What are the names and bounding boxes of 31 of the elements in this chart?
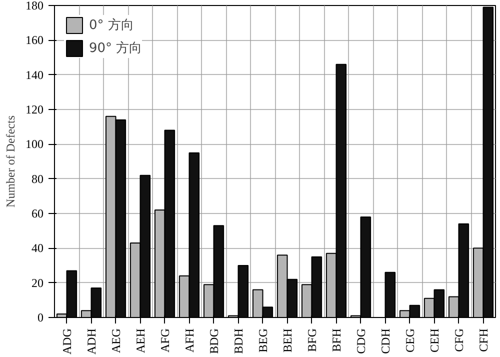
legend-label: 90° 方向 [89,40,142,57]
y-tick-label: 80 [32,172,44,186]
x-tick-label: AEH [133,328,148,354]
y-tick-label: 40 [32,241,44,256]
x-tick-label: CEH [427,328,442,352]
y-tick-label: 160 [26,33,44,48]
x-tick-label: AFH [182,328,196,353]
y-tick-label: 0 [38,310,44,324]
y-tick-label: 180 [26,0,44,12]
y-axis-title: Number of Defects [4,115,18,208]
x-tick-label: BEH [280,328,294,352]
y-tick-label: 140 [26,68,44,82]
x-tick-label: ADH [84,328,98,354]
x-tick-label: BDG [206,328,221,354]
x-tick-label: CFH [476,328,490,352]
x-tick-label: BFH [329,328,344,352]
y-tick-label: 120 [26,102,44,116]
x-tick-label: AFG [158,328,172,353]
x-tick-label: BDH [231,328,246,354]
x-tick-label: AEG [108,328,123,354]
x-tick-label: CFG [452,328,466,352]
y-tick-label: 100 [26,137,44,152]
x-tick-label: ADG [60,328,74,354]
y-tick-label: 20 [32,276,44,290]
x-tick-label: CEG [402,328,417,352]
legend-label: 0° 方向 [89,17,134,34]
x-tick-label: CDG [354,328,368,354]
x-tick-label: BFG [304,328,319,352]
x-tick-label: CDH [378,328,392,354]
x-tick-label: BEG [256,328,270,352]
y-tick-label: 60 [32,206,44,220]
